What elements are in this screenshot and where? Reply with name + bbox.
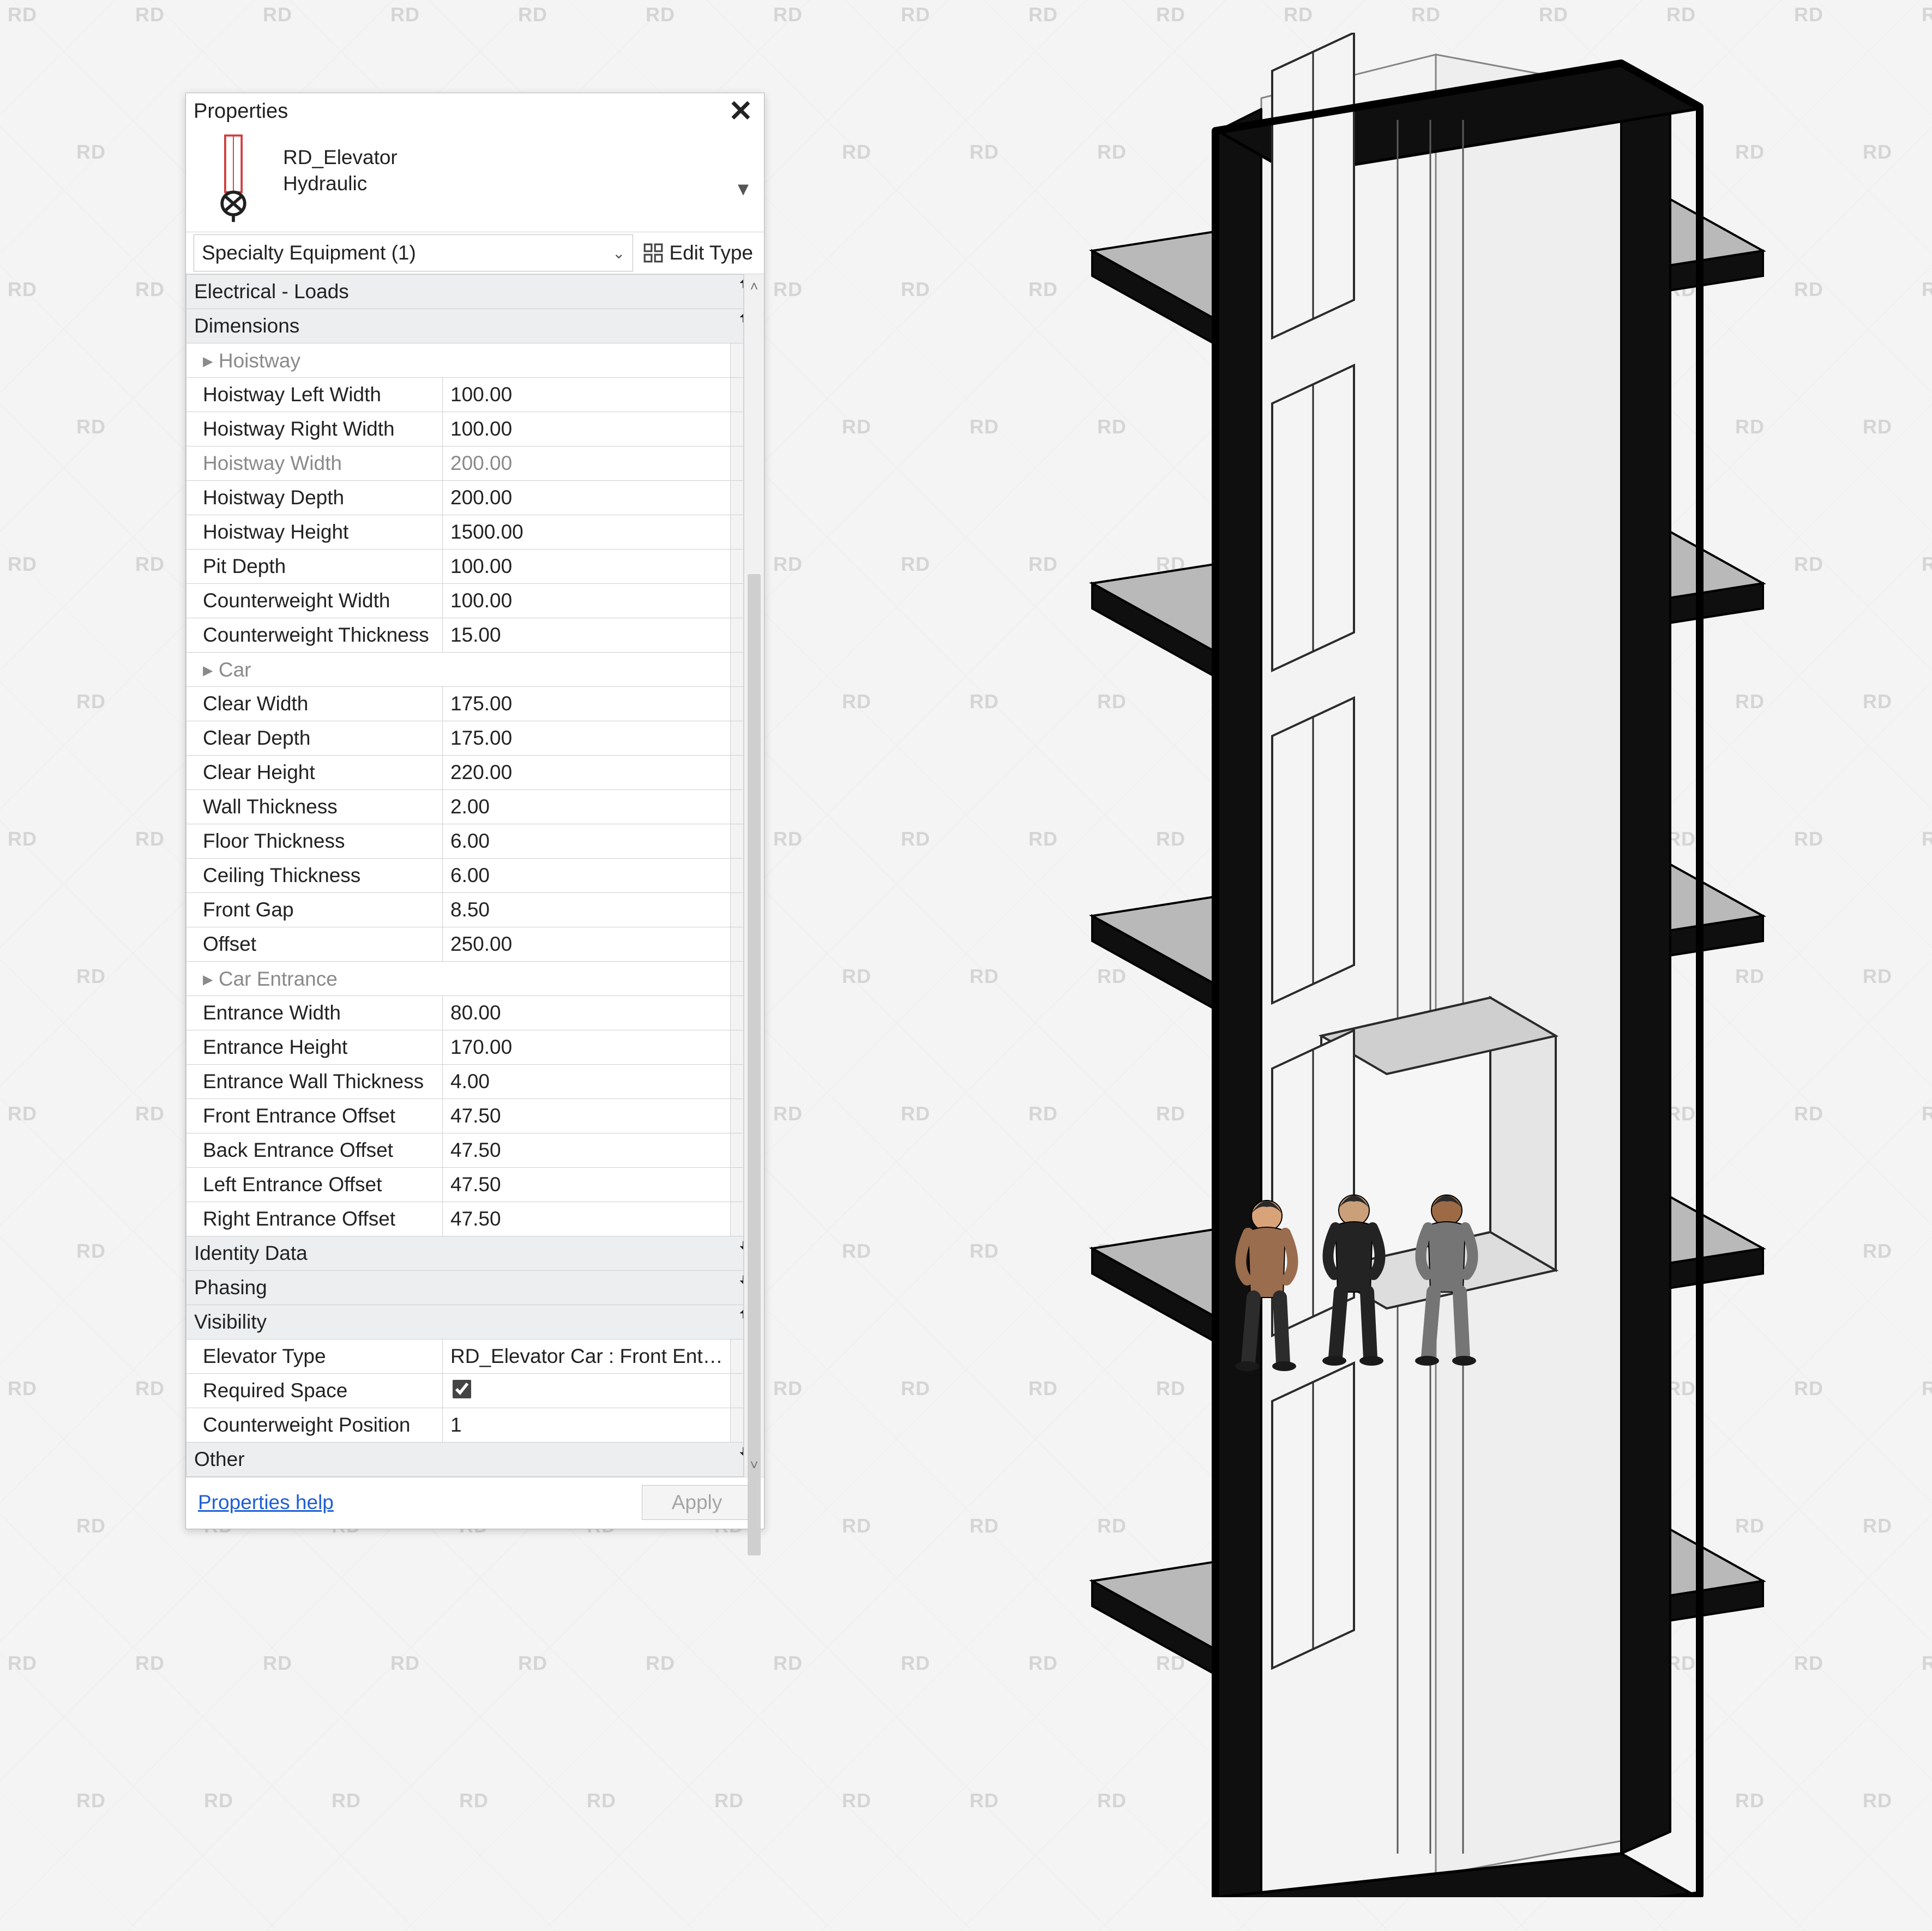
scroll-up-icon[interactable]: ˄	[744, 274, 764, 298]
property-row[interactable]: Counterweight Thickness15.00	[186, 618, 744, 653]
category-label: Specialty Equipment (1)	[202, 242, 416, 264]
category-select[interactable]: Specialty Equipment (1) ⌄	[194, 234, 633, 271]
property-row[interactable]: Right Entrance Offset47.50	[186, 1202, 744, 1236]
property-grid: Electrical - LoadsꜛDimensionsꜛ▸ Hoistway…	[186, 274, 744, 1477]
section-header[interactable]: Phasingꜜ	[186, 1271, 744, 1305]
properties-help-link[interactable]: Properties help	[198, 1491, 334, 1514]
property-row[interactable]: Left Entrance Offset47.50	[186, 1168, 744, 1202]
property-row[interactable]: Clear Depth175.00	[186, 721, 744, 756]
property-row[interactable]: Hoistway Depth200.00	[186, 481, 744, 515]
section-header[interactable]: Dimensionsꜛ	[186, 309, 744, 343]
property-row[interactable]: Front Gap8.50	[186, 893, 744, 927]
sub-header[interactable]: ▸ Hoistway	[186, 343, 744, 378]
property-row[interactable]: Clear Height220.00	[186, 756, 744, 790]
property-row[interactable]: Hoistway Right Width100.00	[186, 412, 744, 446]
chevron-down-icon[interactable]: ▾	[738, 154, 749, 201]
sub-header[interactable]: ▸ Car	[186, 653, 744, 687]
type-sub: Hydraulic	[283, 171, 738, 197]
property-row[interactable]: Hoistway Width200.00	[186, 446, 744, 481]
type-selector[interactable]: RD_Elevator Hydraulic ▾	[186, 126, 764, 232]
property-row[interactable]: Entrance Width80.00	[186, 996, 744, 1030]
property-row[interactable]: Front Entrance Offset47.50	[186, 1099, 744, 1133]
section-header[interactable]: Electrical - Loadsꜛ	[186, 275, 744, 309]
sub-header[interactable]: ▸ Car Entrance	[186, 962, 744, 996]
property-row[interactable]: Hoistway Height1500.00	[186, 515, 744, 550]
property-row[interactable]: Hoistway Left Width100.00	[186, 378, 744, 412]
property-row[interactable]: Elevator TypeRD_Elevator Car : Front Ent…	[186, 1339, 744, 1374]
properties-panel: Properties ✕ RD_Elevator Hydraulic ▾ Spe…	[185, 93, 765, 1529]
scrollbar[interactable]: ˄ ˅	[744, 274, 764, 1477]
close-icon[interactable]: ✕	[725, 96, 756, 126]
panel-title: Properties	[194, 100, 288, 123]
scroll-thumb[interactable]	[748, 574, 761, 1555]
scroll-down-icon[interactable]: ˅	[744, 1453, 764, 1477]
edit-type-label: Edit Type	[669, 242, 753, 264]
edit-type-icon	[643, 243, 664, 263]
section-header[interactable]: Visibilityꜛ	[186, 1305, 744, 1339]
property-row[interactable]: Offset250.00	[186, 927, 744, 962]
property-row[interactable]: Wall Thickness2.00	[186, 790, 744, 824]
chevron-down-icon: ⌄	[612, 244, 625, 262]
type-name: RD_Elevator	[283, 144, 738, 171]
model-viewport	[1032, 33, 1796, 1897]
property-row[interactable]: Required Space	[186, 1374, 744, 1408]
property-row[interactable]: Floor Thickness6.00	[186, 824, 744, 859]
property-row[interactable]: Entrance Height170.00	[186, 1030, 744, 1065]
edit-type-button[interactable]: Edit Type	[637, 235, 759, 271]
property-row[interactable]: Ceiling Thickness6.00	[186, 859, 744, 893]
section-header[interactable]: Identity Dataꜜ	[186, 1236, 744, 1271]
property-row[interactable]: Clear Width175.00	[186, 687, 744, 721]
section-header[interactable]: Otherꜜ	[186, 1443, 744, 1477]
type-thumbnail	[198, 131, 269, 224]
property-row[interactable]: Entrance Wall Thickness4.00	[186, 1065, 744, 1099]
apply-button[interactable]: Apply	[642, 1485, 752, 1520]
property-row[interactable]: Back Entrance Offset47.50	[186, 1133, 744, 1168]
property-row[interactable]: Counterweight Position1	[186, 1408, 744, 1443]
property-row[interactable]: Counterweight Width100.00	[186, 584, 744, 618]
checkbox[interactable]	[453, 1380, 471, 1398]
property-row[interactable]: Pit Depth100.00	[186, 550, 744, 584]
